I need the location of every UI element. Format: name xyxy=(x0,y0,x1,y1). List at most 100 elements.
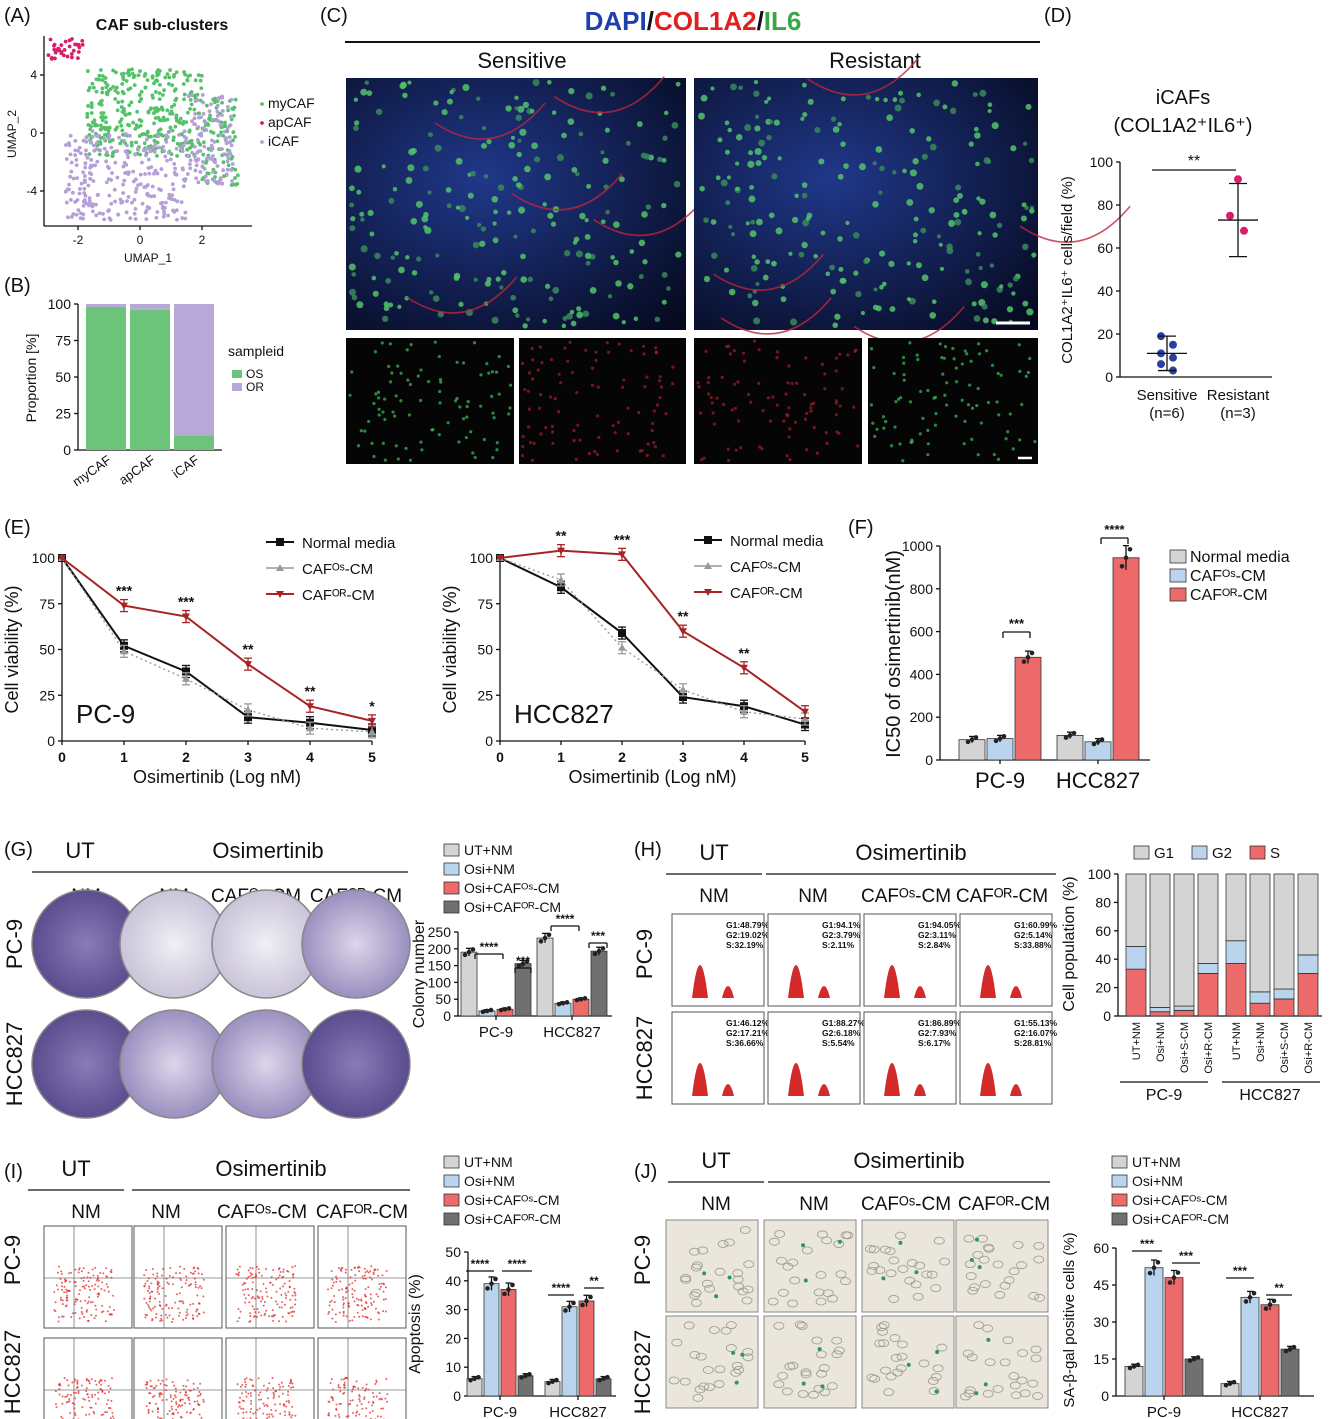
apoptosis-event xyxy=(199,1392,202,1395)
apoptosis-event xyxy=(265,1389,268,1392)
apoptosis-event xyxy=(146,1314,149,1317)
apoptosis-event xyxy=(279,1412,282,1415)
if-channel-signal xyxy=(898,442,902,446)
apoptosis-event xyxy=(105,1276,108,1279)
if-nucleus xyxy=(735,134,743,141)
panel-d: iCAFs(COL1A2⁺IL6⁺)020406080100COL1A2⁺IL6… xyxy=(1059,87,1272,422)
if-nucleus xyxy=(575,171,580,177)
if-channel-signal xyxy=(438,389,442,394)
umap-point-icaf xyxy=(220,108,225,113)
colony-row-label: PC-9 xyxy=(2,919,27,969)
if-channel-signal xyxy=(658,375,662,379)
umap-point-apcaf xyxy=(69,52,74,56)
umap-point-mycaf xyxy=(129,143,134,148)
if-nucleus xyxy=(872,304,879,311)
umap-point-icaf xyxy=(125,152,130,156)
apoptosis-event xyxy=(80,1384,83,1387)
apoptosis-event xyxy=(238,1396,241,1399)
apoptosis-event xyxy=(73,1407,76,1410)
if-channel-signal xyxy=(458,405,462,409)
colony-legend-swatch xyxy=(443,862,460,876)
apoptosis-event xyxy=(283,1303,286,1306)
if-nucleus xyxy=(892,97,898,103)
umap-point-mycaf xyxy=(114,85,119,90)
umap-point-icaf xyxy=(164,133,168,138)
apoptosis-event xyxy=(244,1297,247,1300)
umap-point-icaf xyxy=(127,133,132,138)
umap-point-mycaf xyxy=(150,93,155,98)
apoptosis-event xyxy=(386,1400,389,1403)
apoptosis-event xyxy=(332,1388,335,1391)
apoptosis-event xyxy=(280,1381,283,1384)
if-channel-signal xyxy=(938,342,942,346)
if-channel-signal xyxy=(804,448,809,452)
cycle-row-label: PC-9 xyxy=(632,929,657,979)
if-nucleus xyxy=(730,232,736,237)
if-nucleus xyxy=(764,99,769,104)
umap-point-icaf xyxy=(64,157,69,161)
if-nucleus xyxy=(415,200,423,208)
apoptosis-event xyxy=(335,1275,338,1278)
apoptosis-event xyxy=(65,1401,68,1404)
if-nucleus xyxy=(493,209,498,215)
apoptosis-event xyxy=(194,1270,197,1273)
senescence-blue-stain xyxy=(934,1389,939,1394)
umap-point-icaf xyxy=(207,155,211,160)
if-channel-signal xyxy=(951,346,955,351)
if-nucleus xyxy=(514,95,519,101)
apoptosis-event xyxy=(360,1298,363,1301)
if-channel-signal xyxy=(652,409,656,413)
if-channel-signal xyxy=(960,398,964,402)
senescence-image xyxy=(861,1315,955,1409)
umap-point-mycaf xyxy=(119,123,124,128)
if-channel-signal xyxy=(642,352,646,356)
if-channel-signal xyxy=(536,368,540,372)
senescence-cell xyxy=(689,1351,701,1359)
if-channel-signal xyxy=(455,360,459,364)
umap-point-icaf xyxy=(88,176,93,181)
umap-point-mycaf xyxy=(151,111,156,115)
if-nucleus xyxy=(381,164,386,169)
viability-x-tick-label: 3 xyxy=(679,749,687,765)
umap-point-mycaf xyxy=(152,138,157,143)
apoptosis-event xyxy=(285,1294,288,1297)
umap-point-icaf xyxy=(229,97,234,102)
umap-point-icaf xyxy=(146,166,151,170)
apoptosis-event xyxy=(365,1302,368,1305)
senescence-cell xyxy=(704,1383,715,1392)
apoptosis-event xyxy=(155,1313,158,1316)
apoptosis-event xyxy=(338,1402,341,1405)
if-channel-signal xyxy=(377,407,381,411)
viability-point xyxy=(182,613,190,621)
if-nucleus xyxy=(633,316,639,322)
if-channel-signal xyxy=(409,342,413,347)
apoptosis-event xyxy=(369,1318,372,1321)
apoptosis-replicate xyxy=(584,1298,589,1304)
if-channel-signal xyxy=(979,421,983,425)
if-nucleus xyxy=(495,276,501,282)
if-channel-signal xyxy=(416,374,420,378)
apoptosis-event xyxy=(178,1314,181,1317)
umap-point-icaf xyxy=(97,211,102,216)
umap-point-icaf xyxy=(227,124,232,128)
umap-point-apcaf xyxy=(80,38,85,43)
apoptosis-event xyxy=(60,1296,63,1299)
senescence-image xyxy=(665,1219,759,1313)
apoptosis-event xyxy=(372,1395,375,1398)
apoptosis-event xyxy=(160,1317,163,1320)
apoptosis-event xyxy=(249,1392,252,1395)
ic50-y-tick-label: 600 xyxy=(910,624,934,640)
umap-point-icaf xyxy=(90,209,95,214)
apoptosis-event xyxy=(358,1394,361,1397)
apoptosis-event xyxy=(173,1394,176,1397)
apoptosis-event xyxy=(243,1282,246,1285)
if-nucleus xyxy=(472,241,480,249)
apoptosis-event xyxy=(202,1278,205,1281)
if-channel-signal xyxy=(671,382,675,386)
apoptosis-event xyxy=(251,1288,254,1291)
umap-point-icaf xyxy=(192,122,197,127)
apoptosis-event xyxy=(175,1408,178,1411)
if-channel-signal xyxy=(457,440,461,444)
senescence-cell xyxy=(926,1270,938,1279)
